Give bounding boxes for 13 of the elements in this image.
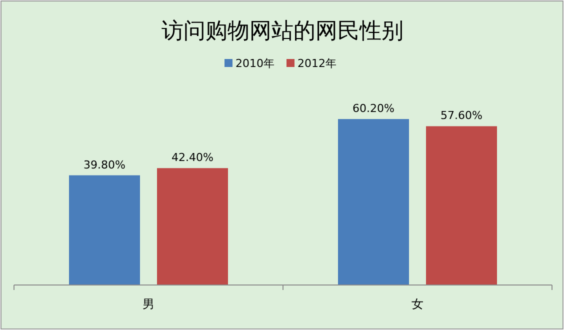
data-label: 39.80% bbox=[84, 158, 126, 172]
data-label: 60.20% bbox=[352, 102, 394, 116]
data-label: 42.40% bbox=[172, 151, 214, 164]
chart-title: 访问购物网站的网民性别 bbox=[162, 19, 404, 44]
legend-label: 2012年 bbox=[298, 57, 336, 70]
bar bbox=[338, 119, 409, 285]
x-tick-label: 女 bbox=[412, 297, 424, 311]
x-tick-label: 男 bbox=[142, 297, 154, 311]
bar bbox=[426, 126, 497, 285]
data-label: 57.60% bbox=[440, 109, 482, 122]
bar bbox=[157, 168, 228, 285]
bar bbox=[69, 175, 140, 285]
legend-label: 2010年 bbox=[236, 57, 274, 70]
